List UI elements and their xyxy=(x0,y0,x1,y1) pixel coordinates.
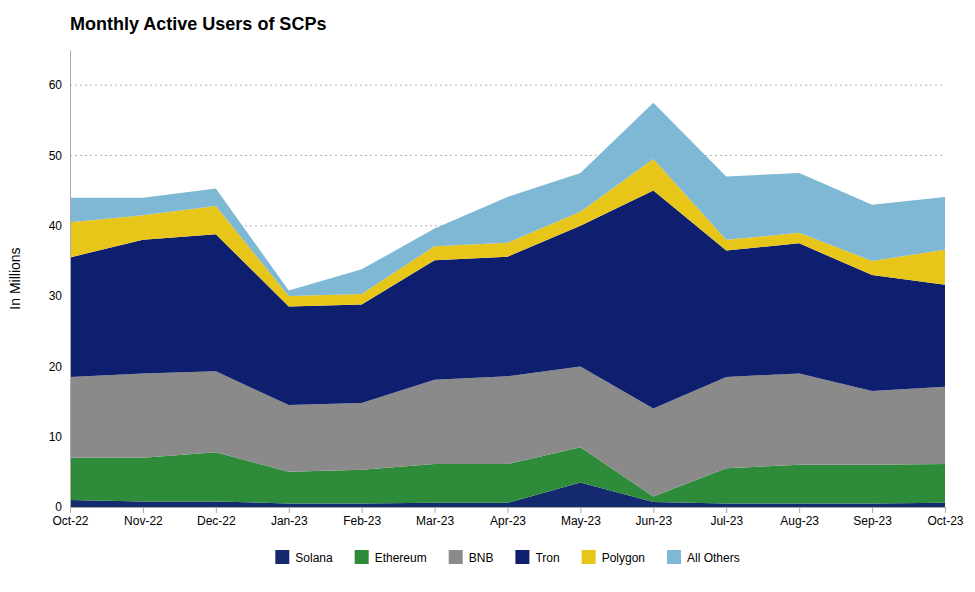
y-tick-label: 20 xyxy=(49,360,63,374)
x-tick-label: Dec-22 xyxy=(197,514,236,528)
y-tick: 20 xyxy=(49,360,70,374)
x-tick: Jun-23 xyxy=(635,507,672,528)
x-tick-mark xyxy=(799,507,800,513)
legend-item: BNB xyxy=(449,550,494,565)
y-tick: 10 xyxy=(49,430,70,444)
x-tick-label: Feb-23 xyxy=(343,514,381,528)
x-tick: Aug-23 xyxy=(780,507,819,528)
x-tick-mark xyxy=(945,507,946,513)
x-tick: Sep-23 xyxy=(853,507,892,528)
legend-item: Polygon xyxy=(582,550,645,565)
legend-label: Tron xyxy=(535,551,559,565)
x-axis: Oct-22 Nov-22 Dec-22 Jan-23 Feb-23 Mar-23 Apr-… xyxy=(52,507,963,528)
x-tick-label: Jan-23 xyxy=(271,514,308,528)
y-tick: 0 xyxy=(55,500,70,514)
y-tick-label: 0 xyxy=(55,500,62,514)
legend-label: Ethereum xyxy=(375,551,427,565)
x-tick-mark xyxy=(216,507,217,513)
x-tick: Feb-23 xyxy=(343,507,381,528)
x-tick-label: Aug-23 xyxy=(780,514,819,528)
x-tick-label: Nov-22 xyxy=(124,514,163,528)
x-tick-label: Apr-23 xyxy=(490,514,526,528)
y-tick: 60 xyxy=(49,78,70,92)
plot: 0 10 20 30 40 50 60 Oct-22 Nov-22 Dec-22 Jan-23 Feb… xyxy=(49,51,964,528)
title: Monthly Active Users of SCPs xyxy=(70,14,326,34)
x-tick-label: Oct-23 xyxy=(927,514,963,528)
legend-item: Solana xyxy=(275,550,333,565)
area xyxy=(70,366,945,496)
grid-line xyxy=(70,155,945,156)
x-tick-mark xyxy=(872,507,873,513)
areas xyxy=(70,103,945,507)
x-tick: Apr-23 xyxy=(490,507,526,528)
grid-line xyxy=(70,85,945,86)
y-axis: 0 10 20 30 40 50 60 xyxy=(49,51,71,515)
legend-swatch xyxy=(582,550,596,564)
grid xyxy=(70,85,945,507)
y-axis-line xyxy=(70,51,71,508)
chart: 0 10 20 30 40 50 60 Oct-22 Nov-22 Dec-22 Jan-23 Feb… xyxy=(0,0,975,592)
legend-item: Tron xyxy=(515,550,559,565)
legend-label: BNB xyxy=(469,551,494,565)
legend-swatch xyxy=(515,550,529,564)
legend: Solana Ethereum BNB Tron Polygon All Others xyxy=(275,550,739,565)
x-tick: Jul-23 xyxy=(710,507,743,528)
y-tick: 40 xyxy=(49,219,70,233)
x-tick-mark xyxy=(653,507,654,513)
legend-label: Polygon xyxy=(602,551,645,565)
legend-swatch xyxy=(449,550,463,564)
x-tick-mark xyxy=(435,507,436,513)
x-tick-label: Sep-23 xyxy=(853,514,892,528)
x-tick-label: Oct-22 xyxy=(52,514,88,528)
x-tick: Nov-22 xyxy=(124,507,163,528)
x-tick: Dec-22 xyxy=(197,507,236,528)
legend-label: All Others xyxy=(687,551,740,565)
legend-label: Solana xyxy=(295,551,333,565)
x-tick-mark xyxy=(362,507,363,513)
x-tick: May-23 xyxy=(561,507,601,528)
x-tick: Oct-23 xyxy=(927,507,963,528)
legend-swatch xyxy=(275,550,289,564)
legend-item: All Others xyxy=(667,550,740,565)
x-tick-mark xyxy=(70,507,71,513)
x-tick-mark xyxy=(289,507,290,513)
x-tick: Mar-23 xyxy=(416,507,454,528)
x-tick-mark xyxy=(726,507,727,513)
y-tick-label: 40 xyxy=(49,219,63,233)
y-axis-title: In Millions xyxy=(7,247,23,309)
y-tick-label: 50 xyxy=(49,149,63,163)
x-tick-mark xyxy=(508,507,509,513)
y-tick-label: 10 xyxy=(49,430,63,444)
x-tick-mark xyxy=(143,507,144,513)
legend-swatch xyxy=(355,550,369,564)
y-tick-label: 60 xyxy=(49,78,63,92)
x-tick: Oct-22 xyxy=(52,507,88,528)
legend-item: Ethereum xyxy=(355,550,427,565)
x-tick: Jan-23 xyxy=(271,507,308,528)
area xyxy=(70,103,945,296)
x-tick-label: Mar-23 xyxy=(416,514,454,528)
y-tick-label: 30 xyxy=(49,289,63,303)
x-tick-mark xyxy=(580,507,581,513)
x-tick-label: Jul-23 xyxy=(710,514,743,528)
y-tick: 50 xyxy=(49,149,70,163)
x-tick-label: May-23 xyxy=(561,514,601,528)
x-tick-label: Jun-23 xyxy=(635,514,672,528)
y-tick: 30 xyxy=(49,289,70,303)
legend-swatch xyxy=(667,550,681,564)
